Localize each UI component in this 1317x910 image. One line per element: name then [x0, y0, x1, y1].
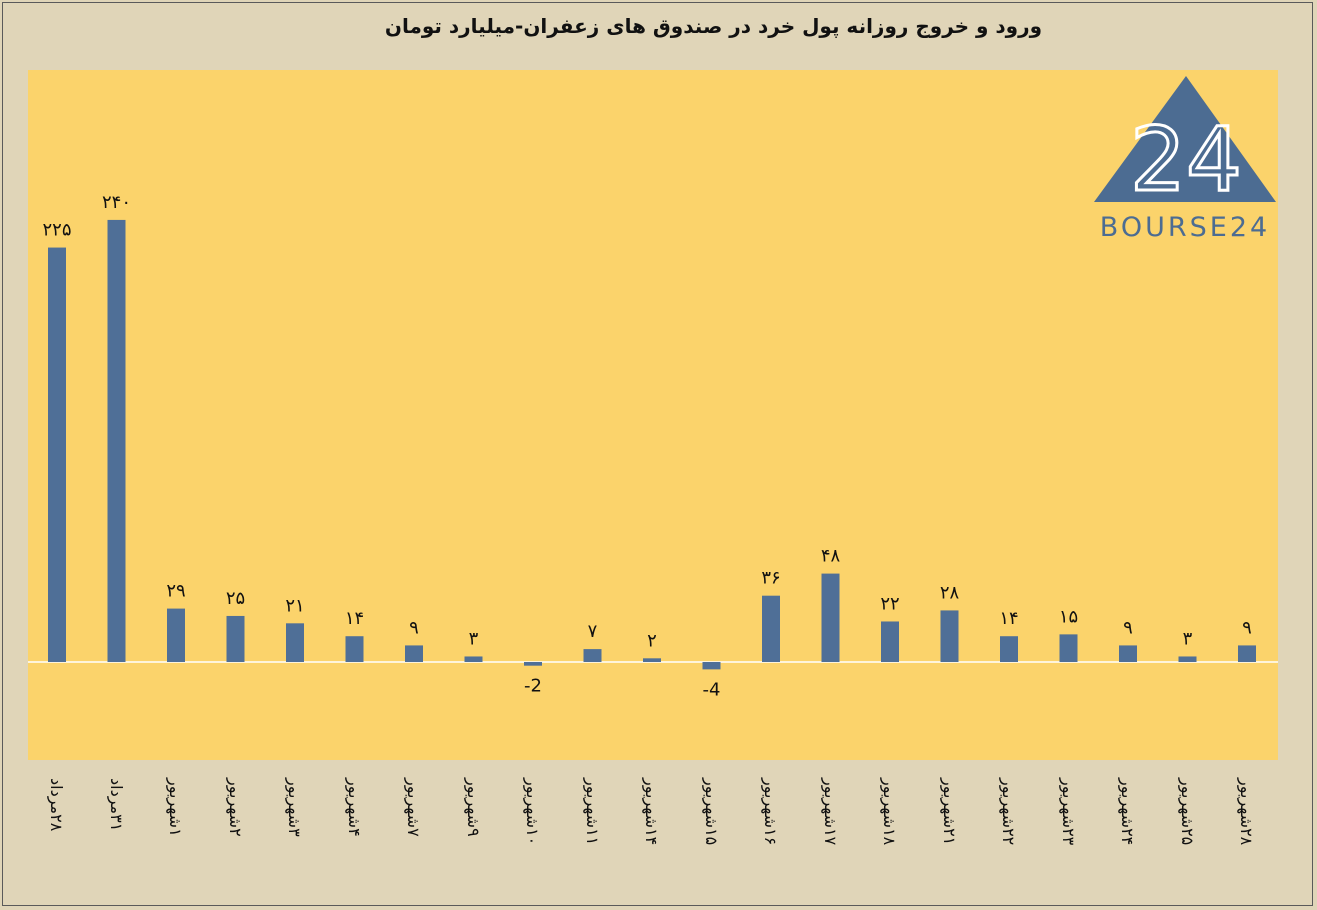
data-label: ۲۲۵	[42, 220, 71, 241]
x-tick-label: ۲۴شهریور	[1118, 778, 1137, 846]
data-label: ۹	[1242, 617, 1252, 638]
x-tick-label: ۲۵شهریور	[1177, 778, 1197, 846]
bar	[1238, 645, 1256, 662]
x-tick-label: ۱۵شهریور	[701, 778, 721, 846]
data-label: -2	[524, 676, 542, 697]
x-tick-label: ۱۶شهریور	[761, 778, 780, 846]
logo-triangle	[1094, 76, 1276, 202]
data-label: -4	[703, 679, 721, 700]
logo-mark: 24	[1130, 108, 1242, 211]
x-tick-label: ۱۴شهریور	[642, 778, 661, 846]
bar	[821, 573, 840, 662]
bar	[940, 610, 959, 662]
data-label: ۲۲	[880, 593, 899, 614]
data-label: ۲۵	[226, 588, 245, 609]
x-tick-label: ۹شهریور	[463, 778, 483, 837]
data-label: ۳	[469, 628, 479, 649]
x-tick-label: ۲۳شهریور	[1058, 778, 1078, 846]
data-label: ۱۵	[1059, 606, 1078, 627]
data-label: ۱۴	[345, 608, 364, 629]
x-tick-label: ۱۷شهریور	[820, 778, 840, 846]
bar	[1000, 636, 1018, 662]
data-label: ۳	[1183, 628, 1193, 649]
bar	[1059, 634, 1078, 662]
bar	[643, 658, 661, 662]
x-tick-label: ۱شهریور	[166, 778, 185, 837]
plot-area: ۲۲۵ ۲۴۰ ۲۹ ۲۵ ۲۱ ۱۴ ۹ ۳ -2 ۷ ۲ -4 ۳۶ ۴۸ ۲۲ ۲۸ ۱۴ ۱۵ ۹ ۳ ۹	[28, 70, 1278, 760]
data-label: ۲۴۰	[102, 192, 131, 213]
x-tick-label: ۱۰شهریور	[523, 778, 542, 846]
data-label: ۱۴	[999, 608, 1018, 629]
x-tick-label: ۲۱شهریور	[939, 778, 959, 846]
chart-title: ورود و خروج روزانه پول خرد در صندوق های …	[384, 14, 1043, 38]
data-label: ۲۱	[285, 595, 304, 616]
bourse24-logo: 24	[1094, 76, 1276, 213]
x-tick-label: ۲۸شهریور	[1237, 778, 1256, 846]
x-tick-label: ۳شهریور	[285, 778, 304, 837]
bar	[405, 645, 423, 662]
x-tick-label: ۲۲شهریور	[999, 778, 1018, 846]
logo-text: BOURSE24	[1099, 212, 1271, 243]
bar	[226, 615, 245, 662]
data-label: ۲۸	[940, 582, 960, 603]
x-tick-label: ۷شهریور	[404, 778, 423, 837]
x-tick-label: ۲۸مرداد	[47, 778, 66, 832]
bar	[48, 247, 66, 663]
bar	[1119, 645, 1137, 662]
data-label: ۳۶	[761, 568, 780, 589]
x-tick-label: ۲شهریور	[225, 778, 245, 837]
bar	[107, 219, 126, 663]
data-label: ۹	[409, 617, 419, 638]
bar	[167, 608, 185, 662]
bar	[1178, 656, 1197, 662]
x-tick-label: ۳۱مرداد	[106, 778, 126, 832]
data-label: ۴۸	[821, 546, 841, 567]
bar	[345, 636, 364, 662]
x-tick-label: ۱۸شهریور	[880, 778, 899, 846]
bar	[702, 662, 721, 670]
bar	[881, 621, 899, 662]
bar	[583, 649, 602, 662]
bar	[464, 656, 483, 662]
data-label: ۷	[588, 621, 598, 642]
x-tick-label: ۴شهریور	[344, 778, 364, 837]
data-label: ۲۹	[166, 581, 185, 602]
data-label: ۲	[647, 630, 657, 651]
bar	[524, 662, 542, 666]
data-label: ۹	[1123, 617, 1133, 638]
x-tick-label: ۱۱شهریور	[582, 778, 602, 846]
chart-svg: ۲۲۵ ۲۴۰ ۲۹ ۲۵ ۲۱ ۱۴ ۹ ۳ -2 ۷ ۲ -4 ۳۶ ۴۸ ۲۲ ۲۸ ۱۴ ۱۵ ۹ ۳ ۹	[28, 192, 1278, 700]
bar	[286, 623, 304, 662]
bar	[762, 595, 780, 662]
